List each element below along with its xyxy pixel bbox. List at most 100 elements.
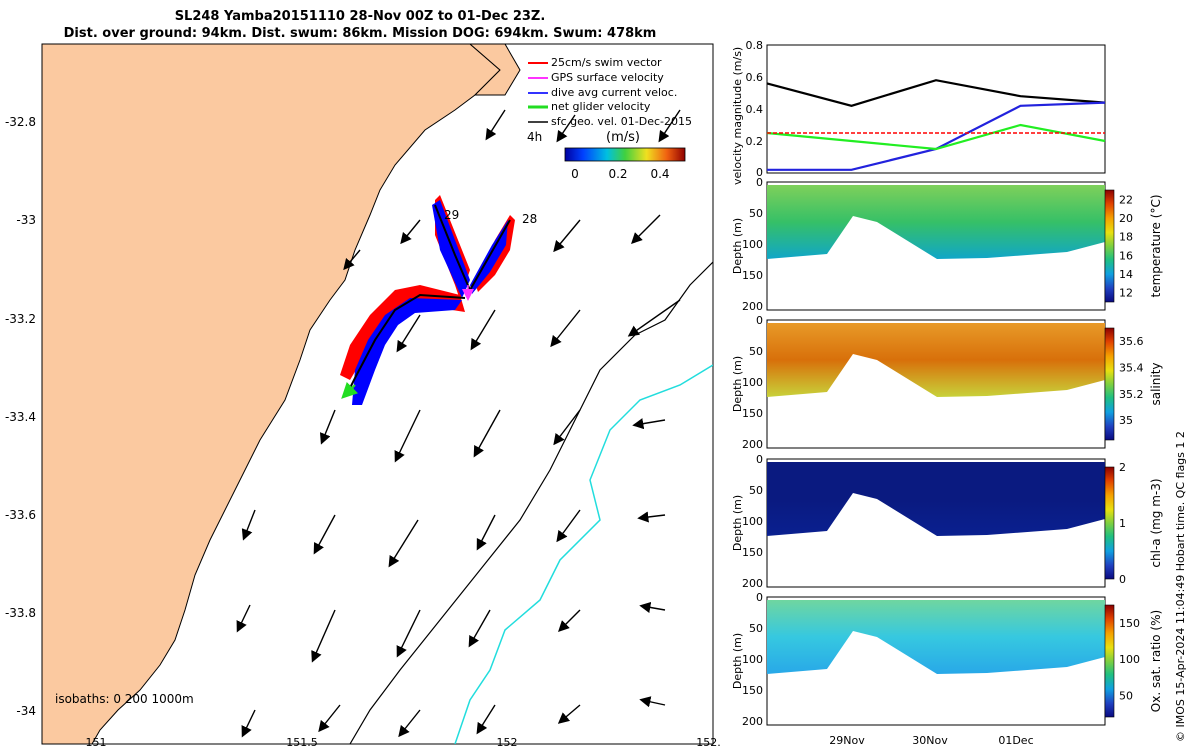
colorbar-tick: 22 [1119,193,1133,206]
depth-tick: 100 [742,376,763,389]
depth-tick: 100 [742,238,763,251]
svg-text:152: 152 [497,736,518,749]
track-label-28: 28 [522,212,537,226]
section-panel-1: 22 20 18 16 14 12 temperature (°C) Depth (m) 0 50… [731,176,1163,313]
svg-text:-33: -33 [16,213,36,227]
colorbar-tick: 18 [1119,231,1133,244]
velocity-series-2 [766,123,1106,151]
sfc-velocity-arrows [236,109,681,738]
legend-dive-avg-current: dive avg current veloc. [551,86,677,99]
section-field [767,462,1105,536]
time-ticks: 29Nov 30Nov 01Dec [829,734,1033,747]
isobath-200m [349,261,713,744]
depth-tick: 150 [742,269,763,282]
svg-text:151.5: 151.5 [286,736,318,749]
svg-text:152.5: 152.5 [696,736,720,749]
depth-tick: 200 [742,300,763,313]
legend-sfc-geo-vel: sfc geo. vel. 01-Dec-2015 [551,115,692,128]
colorbar-tick: 20 [1119,212,1133,225]
colorbar-tick: 150 [1119,617,1140,630]
map-panel: 29 28 isobaths: 0 200 1000m 151 151.5 15… [5,43,721,749]
depth-label: Depth (m) [731,633,744,689]
svg-text:-33.6: -33.6 [5,508,36,522]
section-cbar-label: chl-a (mg m-3) [1149,478,1163,567]
colorbar-tick: 35.6 [1119,335,1144,348]
map-title-line1: SL248 Yamba20151110 28-Nov 00Z to 01-Dec… [174,9,546,24]
map-legend: 25cm/s swim vector GPS surface velocity … [527,56,692,181]
svg-text:-33.4: -33.4 [5,410,36,424]
depth-tick: 50 [749,207,763,220]
velocity-series-0 [766,79,1106,107]
section-colorbar [1104,466,1115,580]
colorbar-tick: 12 [1119,287,1133,300]
colorbar-tick: 16 [1119,249,1133,262]
depth-tick: 0 [756,591,763,604]
svg-text:30Nov: 30Nov [912,734,948,747]
depth-tick: 100 [742,515,763,528]
colorbar-tick: 1 [1119,517,1126,530]
svg-text:0: 0 [756,166,763,179]
depth-label: Depth (m) [731,356,744,412]
footer-note: © IMOS 15-Apr-2024 11:04:49 Hobart time.… [1174,431,1187,742]
velocity-ylabel: velocity magnitude (m/s) [731,47,744,185]
depth-tick: 100 [742,653,763,666]
colorbar-unit: (m/s) [606,130,640,145]
svg-text:0.8: 0.8 [746,39,764,52]
section-field [767,323,1105,397]
svg-text:-34: -34 [16,704,36,718]
velocity-panel: 0 0.2 0.4 0.6 0.8 velocity magnitude (m/… [731,39,1106,185]
svg-text:0.2: 0.2 [608,167,627,181]
section-panel-3: 2 1 0 chl-a (mg m-3) Depth (m) 0 50 100 150 200 [731,453,1163,590]
section-colorbar [1104,604,1115,718]
colorbar-tick: 35.4 [1119,362,1144,375]
land-mass [42,44,501,744]
svg-text:-32.8: -32.8 [5,115,36,129]
speed-colorbar [564,147,686,162]
depth-tick: 200 [742,438,763,451]
depth-tick: 200 [742,577,763,590]
svg-text:151: 151 [86,736,107,749]
depth-tick: 150 [742,684,763,697]
colorbar-tick: 35.2 [1119,388,1144,401]
colorbar-tick: 50 [1119,689,1133,702]
svg-text:0.6: 0.6 [746,71,764,84]
scale-label: 4h [527,130,542,144]
legend-gps-velocity: GPS surface velocity [551,71,664,84]
depth-tick: 50 [749,622,763,635]
depth-tick: 0 [756,314,763,327]
depth-tick: 50 [749,484,763,497]
velocity-series [766,79,1106,171]
svg-text:0.4: 0.4 [746,103,764,116]
map-lon-ticks: 151 151.5 152 152.5 [86,736,721,749]
svg-text:0.2: 0.2 [746,135,764,148]
isobaths-label: isobaths: 0 200 1000m [55,692,194,706]
svg-text:01Dec: 01Dec [998,734,1033,747]
svg-text:0: 0 [571,167,579,181]
colorbar-tick: 14 [1119,268,1133,281]
svg-text:-33.2: -33.2 [5,312,36,326]
colorbar-tick: 100 [1119,653,1140,666]
colorbar-tick: 0 [1119,573,1126,586]
section-panel-4: 150 100 50 Ox. sat. ratio (%) Depth (m) 0 50 10… [731,591,1163,728]
colorbar-tick: 2 [1119,461,1126,474]
section-field [767,185,1105,259]
depth-tick: 150 [742,407,763,420]
depth-tick: 0 [756,453,763,466]
depth-tick: 200 [742,715,763,728]
depth-label: Depth (m) [731,218,744,274]
glider-track: 29 28 [340,195,537,405]
section-colorbar [1104,189,1115,303]
depth-label: Depth (m) [731,495,744,551]
depth-tick: 150 [742,546,763,559]
section-cbar-label: salinity [1149,362,1163,405]
colorbar-tick: 35 [1119,414,1133,427]
map-title-line2: Dist. over ground: 94km. Dist. swum: 86k… [63,26,657,41]
section-cbar-label: temperature (°C) [1149,195,1163,298]
section-field [767,600,1105,674]
legend-net-glider-velocity: net glider velocity [551,100,651,113]
isobath-1000m [454,364,713,744]
legend-swim-vector: 25cm/s swim vector [551,56,662,69]
track-label-29: 29 [444,208,459,222]
velocity-yticks: 0 0.2 0.4 0.6 0.8 [746,39,764,179]
